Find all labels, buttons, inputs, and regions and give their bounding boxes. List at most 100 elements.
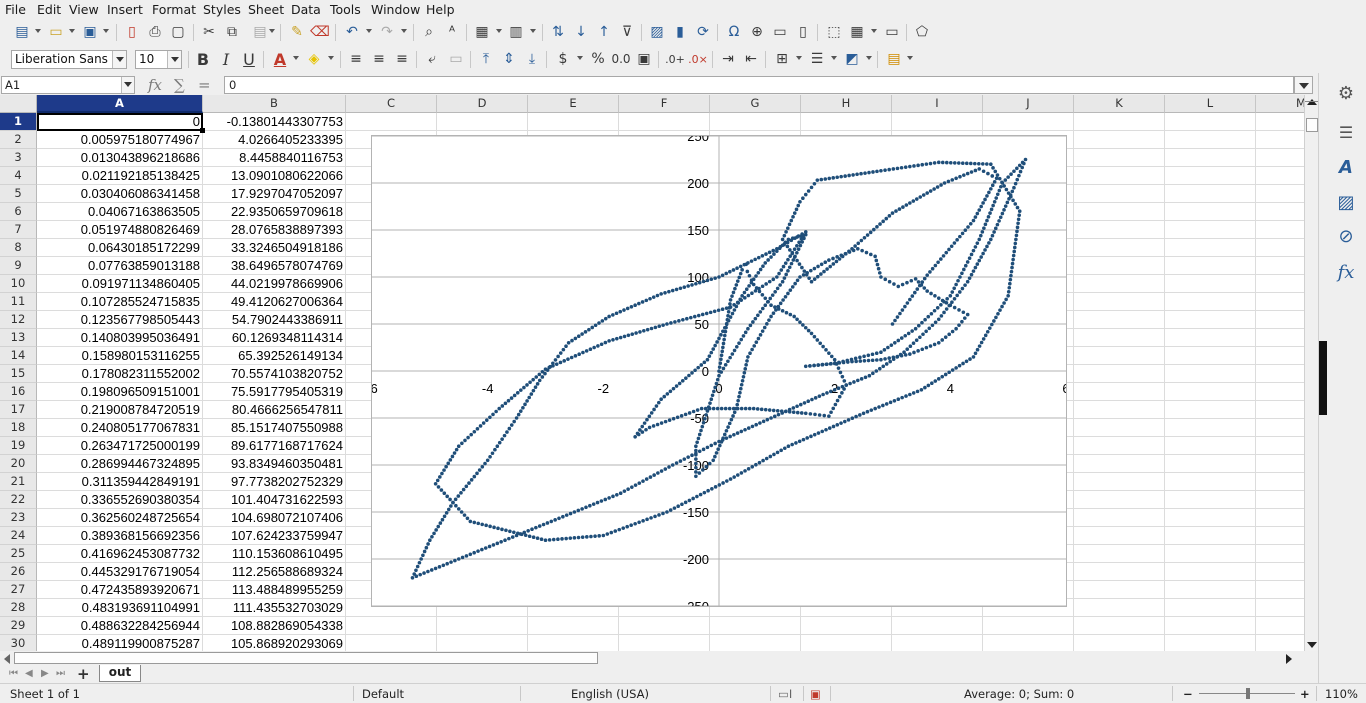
- scroll-left-icon[interactable]: [4, 654, 10, 664]
- align-right-icon[interactable]: ≡: [396, 51, 408, 67]
- menu-tools[interactable]: Tools: [330, 2, 361, 17]
- column-header-h[interactable]: H: [801, 95, 892, 113]
- column-icon[interactable]: ▥: [509, 24, 523, 40]
- row-icon[interactable]: ▦: [475, 24, 489, 40]
- borders-icon[interactable]: ⊞: [776, 51, 788, 67]
- decrease-indent-icon[interactable]: ⇤: [745, 51, 757, 67]
- row-header[interactable]: 5: [0, 185, 37, 203]
- row-header[interactable]: 11: [0, 293, 37, 311]
- show-draw-functions-icon[interactable]: ⬠: [915, 24, 929, 40]
- row-header[interactable]: 1: [0, 113, 37, 131]
- column-header-k[interactable]: K: [1074, 95, 1165, 113]
- cell-a[interactable]: 0.158980153116255: [37, 347, 203, 365]
- cell-b[interactable]: 80.4666256547811: [203, 401, 346, 419]
- cell-b[interactable]: 60.1269348114314: [203, 329, 346, 347]
- cell-b[interactable]: 97.7738202752329: [203, 473, 346, 491]
- cell-a[interactable]: 0.107285524715835: [37, 293, 203, 311]
- percent-format-icon[interactable]: %: [591, 51, 605, 67]
- zoom-in-icon[interactable]: +: [1300, 687, 1310, 701]
- menu-file[interactable]: File: [5, 2, 26, 17]
- cell-a[interactable]: 0.06430185172299: [37, 239, 203, 257]
- menu-styles[interactable]: Styles: [203, 2, 241, 17]
- row-header[interactable]: 18: [0, 419, 37, 437]
- cell-b[interactable]: 17.9297047052097: [203, 185, 346, 203]
- row-header[interactable]: 25: [0, 545, 37, 563]
- add-sheet-icon[interactable]: +: [77, 665, 90, 683]
- hyperlink-icon[interactable]: ⊕: [751, 24, 763, 40]
- border-color-icon[interactable]: ◩: [845, 51, 859, 67]
- scatter-chart[interactable]: -6-4-20246250200150100500-50-100-150-200…: [371, 135, 1067, 607]
- row-header[interactable]: 21: [0, 473, 37, 491]
- column-header-d[interactable]: D: [437, 95, 528, 113]
- cell-a[interactable]: 0.030406086341458: [37, 185, 203, 203]
- scroll-right-icon[interactable]: [1286, 654, 1292, 664]
- row-header[interactable]: 9: [0, 257, 37, 275]
- cell-b[interactable]: 105.868920293069: [203, 635, 346, 651]
- cell-b[interactable]: -0.13801443307753: [203, 113, 346, 131]
- row-header[interactable]: 19: [0, 437, 37, 455]
- column-header-m[interactable]: M: [1256, 95, 1304, 113]
- column-header-f[interactable]: F: [619, 95, 710, 113]
- cell-b[interactable]: 70.5574103820752: [203, 365, 346, 383]
- special-character-icon[interactable]: Ω: [728, 24, 740, 40]
- cell-a[interactable]: 0.123567798505443: [37, 311, 203, 329]
- add-decimal-icon[interactable]: .0+: [665, 52, 685, 66]
- freeze-rows-columns-icon[interactable]: ▦: [850, 24, 864, 40]
- column-header-c[interactable]: C: [346, 95, 437, 113]
- menu-format[interactable]: Format: [152, 2, 197, 17]
- cell-a[interactable]: 0.013043896218686: [37, 149, 203, 167]
- wrap-text-icon[interactable]: ⤶: [428, 51, 436, 67]
- last-sheet-icon[interactable]: ⏭: [56, 668, 65, 679]
- font-size-box[interactable]: 10: [135, 50, 182, 69]
- export-pdf-icon[interactable]: ▯: [128, 24, 136, 40]
- number-format-icon[interactable]: 0.0: [611, 52, 631, 66]
- row-header[interactable]: 7: [0, 221, 37, 239]
- cell-b[interactable]: 65.392526149134: [203, 347, 346, 365]
- menu-insert[interactable]: Insert: [107, 2, 143, 17]
- cell-b[interactable]: 49.4120627006364: [203, 293, 346, 311]
- cell-a[interactable]: 0.362560248725654: [37, 509, 203, 527]
- sort-descending-icon[interactable]: ↑: [598, 24, 610, 40]
- menu-edit[interactable]: Edit: [37, 2, 62, 17]
- menu-data[interactable]: Data: [291, 2, 321, 17]
- cell-a[interactable]: 0.311359442849191: [37, 473, 203, 491]
- cell-b[interactable]: 38.6496578074769: [203, 257, 346, 275]
- cell-a[interactable]: 0.389368156692356: [37, 527, 203, 545]
- align-bottom-icon[interactable]: ⤓: [528, 51, 536, 67]
- print-icon[interactable]: ⎙: [149, 24, 161, 40]
- horizontal-scrollbar[interactable]: [0, 651, 1304, 665]
- sidebar-collapse-handle[interactable]: [1319, 341, 1327, 415]
- name-box-dropdown-icon[interactable]: [121, 77, 134, 93]
- cell-b[interactable]: 107.624233759947: [203, 527, 346, 545]
- copy-icon[interactable]: ⧉: [227, 24, 237, 40]
- vertical-scrollbar[interactable]: [1304, 95, 1318, 651]
- functions-icon[interactable]: fx: [1337, 261, 1355, 283]
- row-header[interactable]: 22: [0, 491, 37, 509]
- currency-format-icon[interactable]: $: [558, 51, 568, 67]
- row-header[interactable]: 17: [0, 401, 37, 419]
- undo-icon[interactable]: ↶: [346, 24, 358, 40]
- clear-formatting-icon[interactable]: ⌫: [310, 24, 330, 40]
- border-style-icon[interactable]: ☰: [810, 51, 824, 67]
- cell-b[interactable]: 22.9350659709618: [203, 203, 346, 221]
- cell-b[interactable]: 89.6177168717624: [203, 437, 346, 455]
- row-header[interactable]: 10: [0, 275, 37, 293]
- cell-b[interactable]: 93.8349460350481: [203, 455, 346, 473]
- function-wizard-icon[interactable]: fx: [148, 76, 163, 94]
- date-format-icon[interactable]: ▣: [637, 51, 651, 67]
- cell-a[interactable]: 0.198096509151001: [37, 383, 203, 401]
- cell-a[interactable]: 0.483193691104991: [37, 599, 203, 617]
- column-header-l[interactable]: L: [1165, 95, 1256, 113]
- conditional-format-icon[interactable]: ▤: [887, 51, 901, 67]
- redo-icon[interactable]: ↷: [381, 24, 393, 40]
- menu-window[interactable]: Window: [371, 2, 421, 17]
- navigator-icon[interactable]: ⊘: [1338, 225, 1354, 247]
- print-preview-icon[interactable]: ▢: [171, 24, 185, 40]
- underline-icon[interactable]: U: [243, 49, 255, 69]
- menu-view[interactable]: View: [69, 2, 99, 17]
- cell-a[interactable]: 0.178082311552002: [37, 365, 203, 383]
- new-document-icon[interactable]: ▤: [15, 24, 29, 40]
- cell-a[interactable]: 0.091971134860405: [37, 275, 203, 293]
- save-icon[interactable]: ▣: [83, 24, 97, 40]
